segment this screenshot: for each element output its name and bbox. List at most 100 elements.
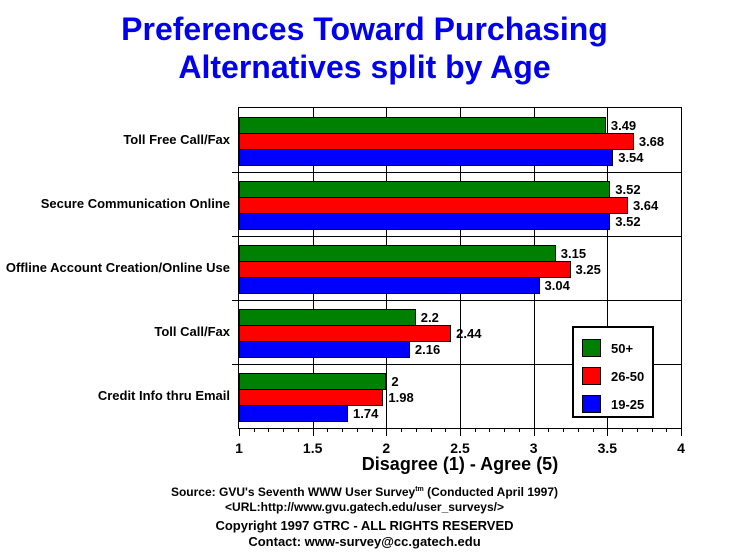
x-minor-tick [504, 428, 506, 432]
bar-value-label: 3.15 [560, 246, 587, 261]
x-minor-tick [518, 428, 520, 432]
bar [239, 181, 611, 198]
category-label: Toll Free Call/Fax [123, 131, 230, 147]
x-tick [239, 428, 240, 436]
x-minor-tick [592, 428, 594, 432]
x-minor-tick [253, 428, 255, 432]
y-tick [232, 300, 238, 301]
x-axis-title: Disagree (1) - Agree (5) [361, 454, 559, 474]
x-tick-label: 1.5 [302, 440, 323, 456]
legend-swatch [582, 395, 601, 413]
x-minor-tick [636, 428, 638, 432]
bar [239, 197, 628, 214]
x-minor-tick [474, 428, 476, 432]
bar [239, 149, 614, 166]
legend-swatch [582, 367, 601, 385]
x-minor-tick [563, 428, 565, 432]
legend-item: 26-50 [582, 362, 652, 390]
x-tick-label: 1 [235, 440, 243, 456]
bar [239, 341, 410, 358]
x-minor-tick [622, 428, 624, 432]
bar-value-label: 3.54 [618, 150, 644, 165]
x-minor-tick [430, 428, 432, 432]
x-minor-tick [489, 428, 491, 432]
bar [239, 309, 416, 326]
chart-title-line1: Preferences Toward Purchasing [121, 11, 608, 47]
x-tick-label: 3.5 [597, 440, 618, 456]
category-label: Offline Account Creation/Online Use [5, 259, 230, 275]
bar [239, 277, 540, 294]
x-minor-tick [297, 428, 299, 432]
chart-title: Preferences Toward Purchasing Alternativ… [0, 10, 729, 86]
footer-contact: Contact: www-survey@cc.gatech.edu [248, 534, 481, 549]
bar-value-label: 2.44 [456, 326, 482, 341]
x-tick [312, 428, 314, 436]
footer-tm-superscript: tm [415, 486, 424, 493]
x-minor-tick [666, 428, 668, 432]
bar-value-label: 3.52 [615, 182, 641, 197]
footer: Source: GVU's Seventh WWW User Surveytm … [0, 482, 729, 550]
footer-source-text: Source: GVU's Seventh WWW User Survey [170, 485, 416, 499]
x-minor-tick [371, 428, 373, 432]
x-minor-tick [401, 428, 403, 432]
legend-item: 50+ [582, 334, 652, 362]
bar-value-label: 3.68 [638, 134, 665, 149]
x-minor-tick [415, 428, 417, 432]
bar-value-label: 3.64 [632, 198, 659, 213]
bar [239, 405, 349, 422]
legend: 50+ 26-50 19-25 [572, 326, 654, 418]
legend-label: 26-50 [611, 368, 645, 384]
bar-value-label: 1.74 [353, 406, 379, 421]
x-minor-tick [577, 428, 579, 432]
bar [239, 117, 606, 134]
footer-source-line: Source: GVU's Seventh WWW User Surveytm … [0, 482, 729, 500]
footer-source-date: (Conducted April 1997) [423, 485, 559, 499]
x-minor-tick [268, 428, 270, 432]
category-label: Toll Call/Fax [154, 323, 230, 339]
bar [239, 325, 452, 342]
x-minor-tick [445, 428, 447, 432]
x-minor-tick [283, 428, 285, 432]
legend-label: 50+ [611, 340, 634, 356]
footer-url: <URL:http://www.gvu.gatech.edu/user_surv… [225, 500, 504, 514]
x-tick [681, 428, 682, 436]
x-tick-label: 3 [529, 440, 538, 456]
bar [239, 389, 384, 406]
bar-value-label: 3.52 [615, 214, 641, 229]
bar-value-label: 2 [391, 374, 399, 389]
footer-copyright: Copyright 1997 GTRC - ALL RIGHTS RESERVE… [215, 518, 514, 533]
chart-title-line2: Alternatives split by Age [178, 49, 551, 85]
x-tick-label: 2.5 [450, 440, 470, 456]
x-tick [386, 428, 388, 436]
bar-value-label: 3.25 [575, 262, 601, 277]
x-minor-tick [342, 428, 344, 432]
x-minor-tick [651, 428, 653, 432]
category-label: Secure Communication Online [40, 195, 230, 211]
bar-value-label: 2.2 [420, 310, 439, 325]
gridline [607, 108, 609, 428]
y-tick [232, 236, 238, 237]
x-minor-tick [356, 428, 358, 432]
category-separator [239, 364, 681, 365]
x-minor-tick [327, 428, 329, 432]
legend-item: 19-25 [582, 390, 652, 418]
bar [239, 133, 634, 150]
category-separator [239, 172, 681, 173]
x-tick [607, 428, 609, 436]
bar-value-label: 3.04 [544, 278, 570, 293]
bar-value-label: 3.49 [610, 118, 637, 133]
x-tick [533, 428, 535, 436]
y-tick [232, 364, 238, 365]
bar [239, 261, 571, 278]
x-tick [460, 428, 461, 436]
x-tick-label: 2 [382, 440, 391, 456]
bar [239, 245, 556, 262]
bar [239, 213, 611, 230]
bar [239, 373, 387, 390]
y-tick [232, 172, 238, 173]
bar-value-label: 1.98 [388, 390, 414, 405]
category-separator [239, 300, 681, 301]
x-tick-label: 4 [677, 440, 685, 456]
legend-label: 19-25 [611, 396, 645, 412]
